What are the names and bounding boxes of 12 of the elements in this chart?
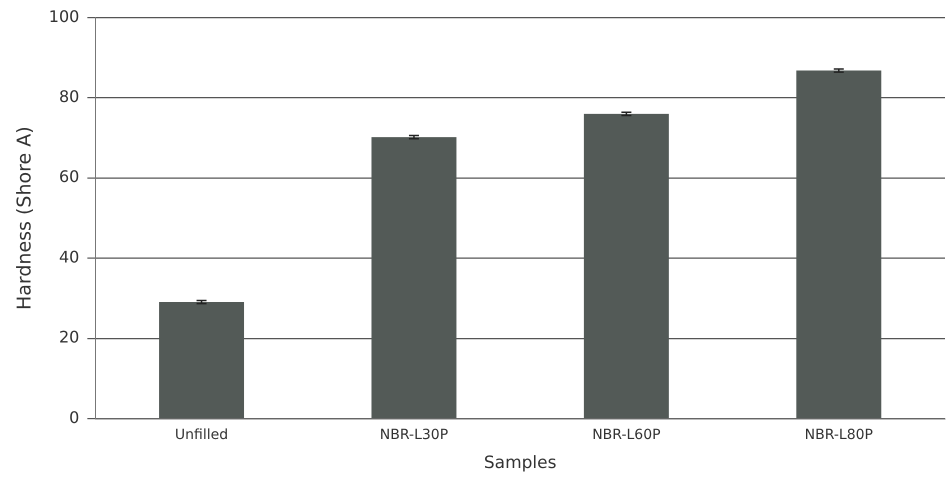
- x-tick-label: NBR-L60P: [592, 426, 661, 443]
- y-tick-label: 60: [58, 167, 80, 186]
- x-tick-label: NBR-L30P: [380, 426, 448, 443]
- x-tick-label: NBR-L80P: [804, 426, 873, 443]
- x-tick-label: Unfilled: [174, 426, 228, 443]
- y-axis-title: Hardness (Shore A): [13, 126, 36, 310]
- y-tick-label: 40: [58, 247, 80, 266]
- y-tick-label: 100: [48, 6, 80, 26]
- y-tick-label: 80: [58, 86, 80, 106]
- y-tick-label: 20: [58, 328, 80, 347]
- y-tick-label: 0: [69, 408, 80, 427]
- x-axis-title: Samples: [484, 453, 557, 474]
